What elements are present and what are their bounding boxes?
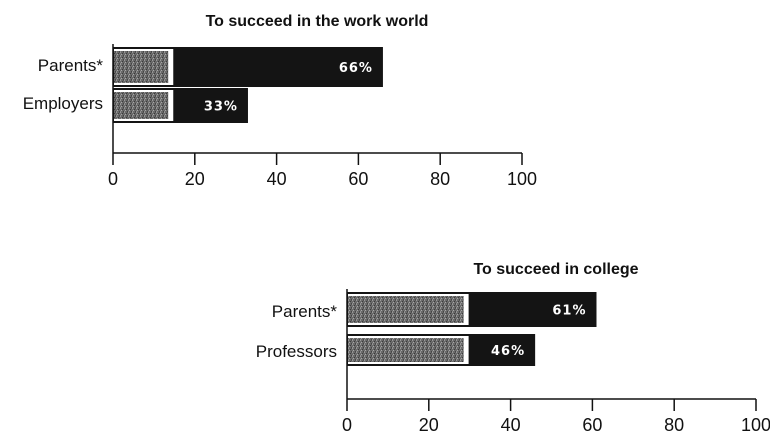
category-label: Employers <box>23 94 103 113</box>
x-tick-label: 20 <box>185 169 205 189</box>
category-label: Professors <box>256 342 337 361</box>
category-label: Parents* <box>272 302 338 321</box>
x-tick-label: 20 <box>419 415 439 433</box>
x-tick-label: 60 <box>348 169 368 189</box>
x-tick-label: 100 <box>507 169 537 189</box>
chart-work-world: To succeed in the work world Parents* Em… <box>23 13 537 189</box>
x-tick-label: 60 <box>582 415 602 433</box>
x-ticks-group: 0 20 40 60 80 100 <box>108 153 537 189</box>
x-tick-label: 40 <box>267 169 287 189</box>
x-tick-label: 80 <box>664 415 684 433</box>
bars-group: 61% 46% <box>347 292 597 366</box>
data-label: 33% <box>204 100 238 115</box>
bar-shaded-segment <box>114 51 169 83</box>
chart-title: To succeed in college <box>473 261 638 278</box>
bar-shaded-segment <box>348 296 464 323</box>
chart-college: To succeed in college Parents* Professor… <box>256 261 770 433</box>
bar-shaded-segment <box>348 338 464 362</box>
data-label: 46% <box>491 344 525 359</box>
bars-group: 66% 33% <box>113 47 383 123</box>
category-label: Parents* <box>38 56 104 75</box>
x-tick-label: 80 <box>430 169 450 189</box>
chart-title: To succeed in the work world <box>206 13 429 30</box>
bar-shaded-segment <box>114 92 169 119</box>
data-label: 61% <box>552 304 586 319</box>
x-ticks-group: 0 20 40 60 80 100 <box>342 399 770 433</box>
x-tick-label: 0 <box>108 169 118 189</box>
x-tick-label: 40 <box>501 415 521 433</box>
data-label: 66% <box>339 61 373 76</box>
x-tick-label: 100 <box>741 415 770 433</box>
x-tick-label: 0 <box>342 415 352 433</box>
